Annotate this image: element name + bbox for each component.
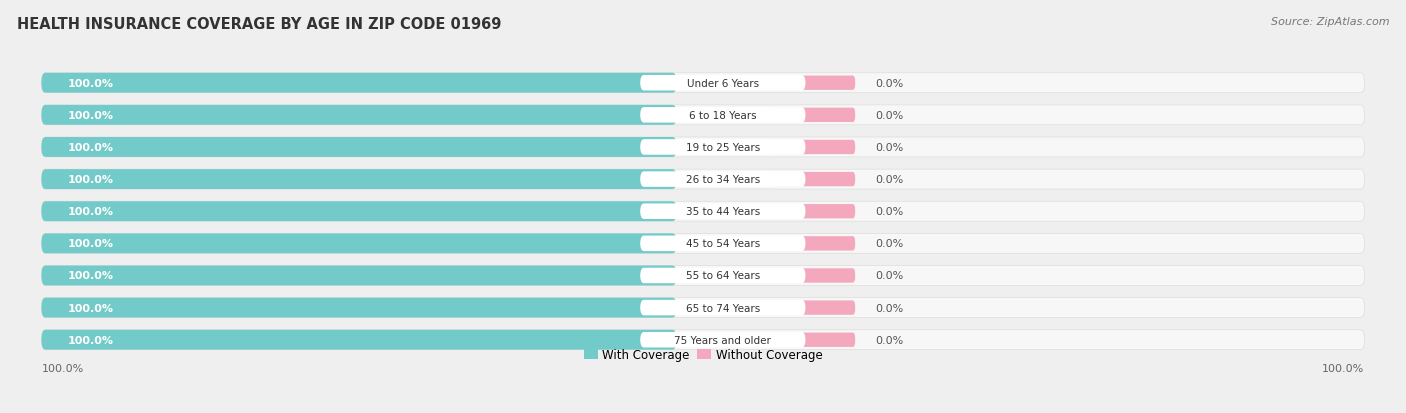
FancyBboxPatch shape [769,268,855,283]
FancyBboxPatch shape [41,170,676,190]
FancyBboxPatch shape [640,172,806,188]
FancyBboxPatch shape [41,330,676,350]
Text: Under 6 Years: Under 6 Years [686,78,759,88]
Text: 35 to 44 Years: 35 to 44 Years [686,207,761,217]
Text: 0.0%: 0.0% [875,207,903,217]
FancyBboxPatch shape [41,106,676,126]
Text: 100.0%: 100.0% [67,78,114,88]
FancyBboxPatch shape [769,173,855,187]
FancyBboxPatch shape [41,330,1365,350]
Text: 100.0%: 100.0% [41,363,84,373]
Text: 100.0%: 100.0% [67,303,114,313]
Text: 6 to 18 Years: 6 to 18 Years [689,111,756,121]
Text: 45 to 54 Years: 45 to 54 Years [686,239,761,249]
Text: 100.0%: 100.0% [67,239,114,249]
Text: 0.0%: 0.0% [875,142,903,152]
FancyBboxPatch shape [41,138,676,157]
FancyBboxPatch shape [41,202,1365,222]
Text: 65 to 74 Years: 65 to 74 Years [686,303,761,313]
Text: 0.0%: 0.0% [875,335,903,345]
Text: 0.0%: 0.0% [875,175,903,185]
FancyBboxPatch shape [640,108,806,123]
FancyBboxPatch shape [41,74,676,93]
FancyBboxPatch shape [41,266,676,286]
FancyBboxPatch shape [41,234,676,254]
FancyBboxPatch shape [640,236,806,252]
FancyBboxPatch shape [41,234,1365,254]
Text: 75 Years and older: 75 Years and older [675,335,772,345]
Text: 100.0%: 100.0% [1322,363,1365,373]
FancyBboxPatch shape [769,237,855,251]
Text: 100.0%: 100.0% [67,207,114,217]
Text: 0.0%: 0.0% [875,303,903,313]
Text: 55 to 64 Years: 55 to 64 Years [686,271,761,281]
Text: 100.0%: 100.0% [67,142,114,152]
FancyBboxPatch shape [769,108,855,123]
FancyBboxPatch shape [640,268,806,284]
Legend: With Coverage, Without Coverage: With Coverage, Without Coverage [583,348,823,361]
Text: 19 to 25 Years: 19 to 25 Years [686,142,761,152]
Text: 100.0%: 100.0% [67,175,114,185]
Text: 100.0%: 100.0% [67,271,114,281]
FancyBboxPatch shape [41,298,1365,318]
FancyBboxPatch shape [640,300,806,316]
Text: 26 to 34 Years: 26 to 34 Years [686,175,761,185]
FancyBboxPatch shape [769,140,855,155]
FancyBboxPatch shape [41,106,1365,126]
FancyBboxPatch shape [640,332,806,348]
Text: 0.0%: 0.0% [875,78,903,88]
Text: 0.0%: 0.0% [875,271,903,281]
FancyBboxPatch shape [41,170,1365,190]
Text: 0.0%: 0.0% [875,239,903,249]
FancyBboxPatch shape [41,202,676,222]
FancyBboxPatch shape [769,204,855,219]
FancyBboxPatch shape [640,140,806,155]
FancyBboxPatch shape [769,333,855,347]
FancyBboxPatch shape [41,298,676,318]
Text: 0.0%: 0.0% [875,111,903,121]
Text: HEALTH INSURANCE COVERAGE BY AGE IN ZIP CODE 01969: HEALTH INSURANCE COVERAGE BY AGE IN ZIP … [17,17,502,31]
FancyBboxPatch shape [41,266,1365,286]
FancyBboxPatch shape [41,138,1365,157]
FancyBboxPatch shape [640,204,806,219]
FancyBboxPatch shape [640,76,806,91]
Text: 100.0%: 100.0% [67,111,114,121]
Text: Source: ZipAtlas.com: Source: ZipAtlas.com [1271,17,1389,26]
FancyBboxPatch shape [769,76,855,91]
Text: 100.0%: 100.0% [67,335,114,345]
FancyBboxPatch shape [41,74,1365,93]
FancyBboxPatch shape [769,301,855,315]
